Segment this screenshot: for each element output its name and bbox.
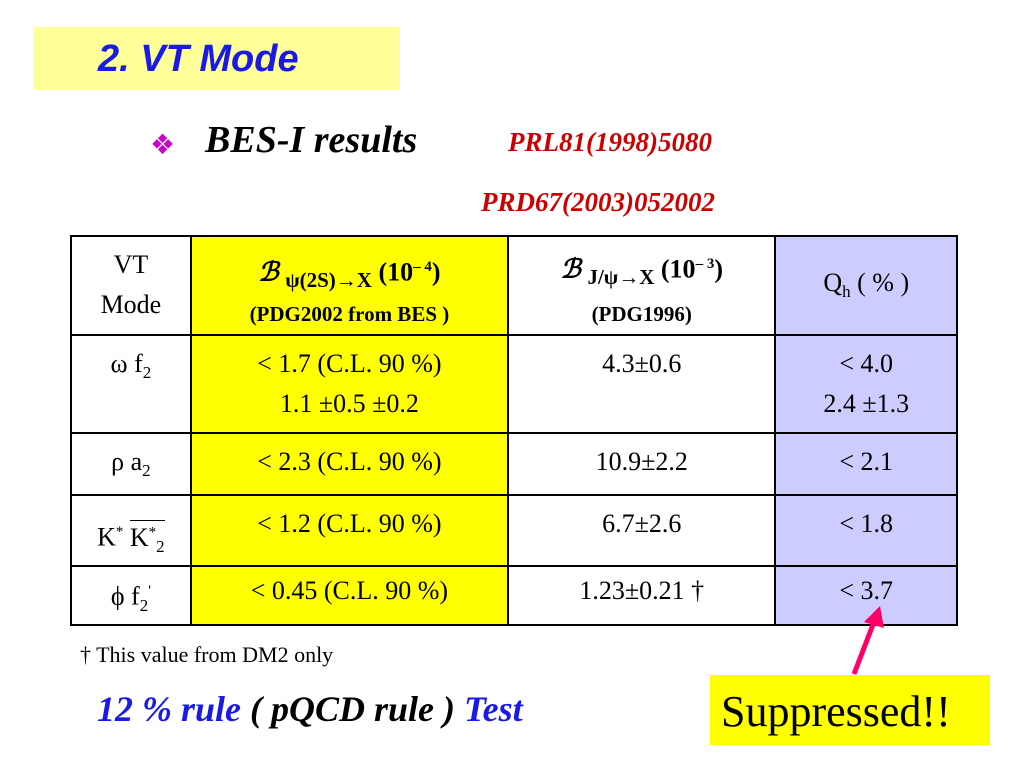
header-bes-line1: ℬ ψ(2S)→X (10– 4) xyxy=(258,257,441,292)
qh-value: < 4.0 xyxy=(839,348,894,378)
header-qh-label: Q xyxy=(823,268,843,298)
qh-value: < 1.8 xyxy=(839,508,894,538)
reference-prl: PRL81(1998)5080 xyxy=(508,127,712,157)
header-pdg-branching: ℬ J/ψ→X (10– 3) (PDG1996) xyxy=(507,235,777,336)
rule-part2: ( pQCD rule ) xyxy=(241,689,464,729)
title-box xyxy=(34,27,400,90)
mode-sup: ' xyxy=(148,582,151,599)
mode-label: ρ a xyxy=(111,446,143,476)
mode-label: K* K*2 xyxy=(72,496,190,565)
qh-value: < 2.1 xyxy=(839,446,894,476)
header-vt-mode: VT Mode xyxy=(70,235,192,336)
header-vt-label: VT xyxy=(113,250,149,279)
mode-sub: 2 xyxy=(139,595,149,615)
bes-value: < 2.3 (C.L. 90 %) xyxy=(257,446,442,476)
pdg-value: 4.3±0.6 xyxy=(602,348,682,378)
subtitle: BES-I results xyxy=(205,119,418,161)
table-row: ρ a2 < 2.3 (C.L. 90 %) 10.9±2.2 < 2.1 xyxy=(70,431,958,496)
mode-sub: 2 xyxy=(142,461,151,481)
table-header-row: VT Mode ℬ ψ(2S)→X (10– 4) (PDG2002 from … xyxy=(70,235,958,336)
qh-cell: < 3.7 xyxy=(774,564,958,626)
qh-cell: < 1.8 xyxy=(774,493,958,567)
header-qh-unit: ( % ) xyxy=(850,268,910,298)
mode-label: ω f xyxy=(110,348,143,378)
arrow-up-icon xyxy=(851,606,884,675)
qh-measured: 2.4 ±1.3 xyxy=(823,388,910,418)
rule-line: 12 % rule ( pQCD rule ) Test xyxy=(97,688,523,730)
qh-cell: < 4.0 2.4 ±1.3 xyxy=(774,333,958,434)
header-pdg-line1: ℬ J/ψ→X (10– 3) xyxy=(560,254,723,289)
bes-value: < 0.45 (C.L. 90 %) xyxy=(250,575,449,605)
slide-title: 2. VT Mode xyxy=(98,38,299,80)
bes-value: < 1.7 (C.L. 90 %) xyxy=(257,348,442,378)
mode-cell: K* K*2 xyxy=(70,493,192,567)
mode-sub: 2 xyxy=(142,363,152,383)
qh-value: < 3.7 xyxy=(839,575,894,605)
callout-box xyxy=(710,675,990,745)
header-bes-branching: ℬ ψ(2S)→X (10– 4) (PDG2002 from BES ) xyxy=(189,235,510,336)
bes-measured: 1.1 ±0.5 ±0.2 xyxy=(279,388,419,418)
table-row: K* K*2 < 1.2 (C.L. 90 %) 6.7±2.6 < 1.8 xyxy=(70,493,958,567)
mode-cell: ω f2 xyxy=(70,333,192,434)
diamond-bullet-icon: ❖ xyxy=(150,128,176,161)
header-qh-sub: h xyxy=(842,282,851,302)
rule-part3: Test xyxy=(464,689,523,729)
header-bes-source: (PDG2002 from BES ) xyxy=(249,301,450,326)
reference-prd: PRD67(2003)052002 xyxy=(481,187,715,217)
bes-cell: < 0.45 (C.L. 90 %) xyxy=(189,564,510,626)
mode-cell: ϕ f2' xyxy=(70,564,192,626)
bes-value: < 1.2 (C.L. 90 %) xyxy=(257,508,442,538)
header-mode-label: Mode xyxy=(100,290,162,319)
footnote: † This value from DM2 only xyxy=(80,642,334,667)
pdg-value: 10.9±2.2 xyxy=(595,446,688,476)
bes-cell: < 2.3 (C.L. 90 %) xyxy=(189,431,510,496)
pdg-cell: 1.23±0.21 † xyxy=(507,564,777,626)
bes-cell: < 1.7 (C.L. 90 %) 1.1 ±0.5 ±0.2 xyxy=(189,333,510,434)
pdg-cell: 10.9±2.2 xyxy=(507,431,777,496)
pdg-cell: 4.3±0.6 xyxy=(507,333,777,434)
results-table: VT Mode ℬ ψ(2S)→X (10– 4) (PDG2002 from … xyxy=(70,235,958,626)
callout-text: Suppressed!! xyxy=(721,687,951,736)
qh-cell: < 2.1 xyxy=(774,431,958,496)
pdg-cell: 6.7±2.6 xyxy=(507,493,777,567)
mode-label: ϕ f xyxy=(110,581,140,611)
table-row: ϕ f2' < 0.45 (C.L. 90 %) 1.23±0.21 † < 3… xyxy=(70,564,958,626)
pdg-value: 1.23±0.21 † xyxy=(579,575,705,605)
header-qh: Qh ( % ) xyxy=(774,235,958,336)
pdg-value: 6.7±2.6 xyxy=(602,508,682,538)
rule-part1: 12 % rule xyxy=(97,689,241,729)
table-row: ω f2 < 1.7 (C.L. 90 %) 1.1 ±0.5 ±0.2 4.3… xyxy=(70,333,958,434)
header-pdg-source: (PDG1996) xyxy=(591,301,692,326)
mode-cell: ρ a2 xyxy=(70,431,192,496)
bes-cell: < 1.2 (C.L. 90 %) xyxy=(189,493,510,567)
